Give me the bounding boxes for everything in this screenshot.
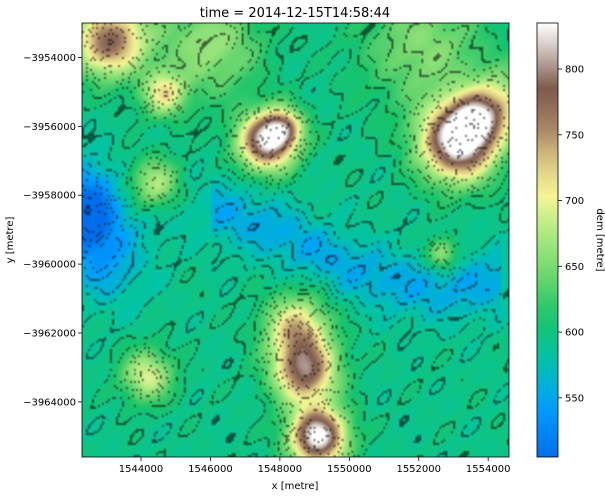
- colorbar-tick-label: 600: [565, 328, 584, 339]
- dem-raster: [82, 23, 509, 457]
- x-tick-label: 1544000: [119, 464, 164, 475]
- x-tick-label: 1552000: [396, 464, 441, 475]
- x-tick-label: 1554000: [466, 464, 511, 475]
- colorbar-tick-label: 800: [565, 65, 584, 76]
- chart-title: time = 2014-12-15T14:58:44: [200, 6, 390, 21]
- y-tick-label: −3954000: [23, 53, 76, 64]
- colorbar-tick-label: 650: [565, 262, 584, 273]
- colorbar: [536, 22, 559, 458]
- y-axis-ticks: −3954000 −3956000 −3958000 −3960000 −3962000…: [23, 53, 82, 408]
- y-tick-label: −3964000: [23, 397, 76, 408]
- x-axis-ticks: 1544000 1546000 1548000 1550000 1552000 15540…: [119, 457, 511, 475]
- colorbar-tick-label: 550: [565, 393, 584, 404]
- plot-area: [82, 23, 509, 457]
- x-tick-label: 1548000: [258, 464, 303, 475]
- x-axis-label: x [metre]: [272, 481, 319, 492]
- colorbar-ticks: 550 600 650 700 750 800: [558, 65, 584, 404]
- y-tick-label: −3960000: [23, 260, 76, 271]
- colorbar-tick-label: 750: [565, 130, 584, 141]
- x-tick-label: 1550000: [327, 464, 372, 475]
- x-tick-label: 1546000: [188, 464, 233, 475]
- colorbar-tick-label: 700: [565, 196, 584, 207]
- y-tick-label: −3962000: [23, 329, 76, 340]
- y-tick-label: −3958000: [23, 191, 76, 202]
- colorbar-label: dem [metre]: [594, 208, 605, 271]
- y-tick-label: −3956000: [23, 122, 76, 133]
- plot-frame: [81, 22, 510, 458]
- y-axis-label: y [metre]: [5, 217, 16, 264]
